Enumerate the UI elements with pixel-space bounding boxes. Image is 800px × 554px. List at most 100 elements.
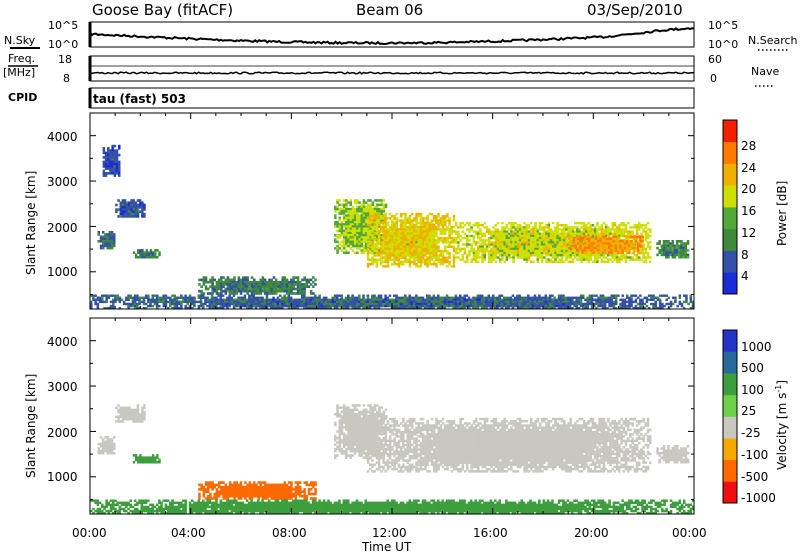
heatmap-cell — [355, 300, 359, 304]
heatmap-cell — [494, 234, 498, 238]
heatmap-cell — [634, 298, 638, 301]
heatmap-cell — [675, 244, 679, 248]
heatmap-cell — [102, 174, 106, 177]
heatmap-cell — [336, 229, 339, 233]
heatmap-cell — [545, 252, 548, 255]
heatmap-cell — [102, 165, 106, 168]
heatmap-cell — [376, 225, 379, 228]
heatmap-cell — [470, 260, 473, 263]
heatmap-cell — [211, 292, 214, 295]
heatmap-cell — [428, 260, 431, 264]
heatmap-cell — [199, 300, 203, 304]
heatmap-cell — [481, 302, 484, 306]
heatmap-cell — [638, 258, 641, 261]
heatmap-cell — [634, 240, 638, 243]
heatmap-cell — [250, 280, 254, 284]
heatmap-cell — [432, 294, 436, 297]
heatmap-cell — [624, 226, 628, 229]
heatmap-cell — [474, 298, 477, 301]
heatmap-cell — [428, 302, 431, 306]
heatmap-cell — [358, 304, 361, 308]
heatmap-cell — [108, 233, 112, 236]
heatmap-cell — [222, 289, 225, 293]
heatmap-cell — [283, 285, 287, 288]
heatmap-cell — [555, 304, 559, 308]
heatmap-cell — [371, 258, 374, 261]
heatmap-cell — [507, 300, 510, 304]
heatmap-cell — [437, 215, 440, 218]
heatmap-cell — [521, 228, 524, 231]
heatmap-cell — [198, 283, 201, 286]
heatmap-cell — [678, 244, 681, 248]
heatmap-cell — [428, 252, 431, 255]
heatmap-cell — [459, 306, 462, 310]
heatmap-cell — [538, 296, 541, 299]
heatmap-cell — [289, 298, 293, 301]
heatmap-cell — [156, 249, 159, 252]
heatmap-cell — [373, 223, 376, 227]
heatmap-cell — [377, 304, 381, 308]
heatmap-cell — [563, 234, 566, 238]
heatmap-cell — [388, 238, 392, 242]
heatmap-cell — [556, 239, 559, 242]
heatmap-cell — [224, 289, 227, 293]
heatmap-cell — [373, 221, 376, 224]
heatmap-cell — [454, 294, 458, 297]
heatmap-cell — [300, 296, 304, 299]
heatmap-cell — [128, 212, 131, 216]
heatmap-cell — [384, 203, 388, 207]
heatmap-cell — [574, 234, 577, 238]
heatmap-cell — [565, 252, 568, 255]
heatmap-cell — [644, 234, 648, 238]
heatmap-cell — [667, 253, 670, 257]
heatmap-cell — [479, 236, 482, 240]
heatmap-cell — [544, 298, 548, 301]
heatmap-cell — [314, 298, 317, 301]
heatmap-cell — [578, 221, 581, 225]
heatmap-cell — [222, 276, 225, 279]
heatmap-cell — [568, 296, 572, 299]
heatmap-cell — [371, 210, 375, 213]
heatmap-cell — [239, 292, 243, 295]
heatmap-cell — [631, 258, 634, 261]
heatmap-cell — [661, 302, 664, 306]
heatmap-cell — [628, 298, 631, 301]
heatmap-cell — [377, 258, 381, 261]
heatmap-cell — [430, 219, 434, 222]
heatmap-cell — [136, 212, 140, 216]
heatmap-cell — [375, 296, 378, 299]
heatmap-cell — [118, 172, 121, 175]
heatmap-cell — [428, 221, 431, 224]
heatmap-cell — [289, 300, 293, 304]
heatmap-cell — [527, 239, 531, 242]
heatmap-cell — [510, 236, 513, 240]
heatmap-cell — [277, 287, 280, 291]
heatmap-cell — [556, 224, 559, 227]
heatmap-cell — [288, 289, 291, 293]
heatmap-cell — [111, 158, 114, 161]
heatmap-cell — [644, 252, 648, 255]
heatmap-cell — [259, 283, 262, 286]
heatmap-cell — [143, 203, 146, 207]
heatmap-cell — [369, 249, 372, 253]
heatmap-cell — [424, 252, 427, 255]
heatmap-cell — [419, 232, 423, 235]
heatmap-cell — [126, 203, 129, 207]
heatmap-cell — [421, 223, 425, 227]
heatmap-cell — [628, 244, 631, 248]
heatmap-cell — [253, 280, 256, 284]
heatmap-cell — [220, 289, 223, 293]
heatmap-cell — [220, 283, 223, 286]
heatmap-cell — [105, 306, 108, 310]
heatmap-cell — [334, 240, 337, 244]
heatmap-cell — [292, 287, 295, 291]
heatmap-cell — [592, 249, 596, 252]
heatmap-cell — [536, 241, 539, 244]
heatmap-cell — [547, 254, 551, 257]
heatmap-cell — [619, 249, 622, 252]
heatmap-cell — [123, 201, 127, 205]
heatmap-cell — [514, 245, 517, 248]
heatmap-cell — [107, 149, 110, 152]
heatmap-cell — [439, 219, 442, 222]
heatmap-cell — [342, 244, 346, 248]
